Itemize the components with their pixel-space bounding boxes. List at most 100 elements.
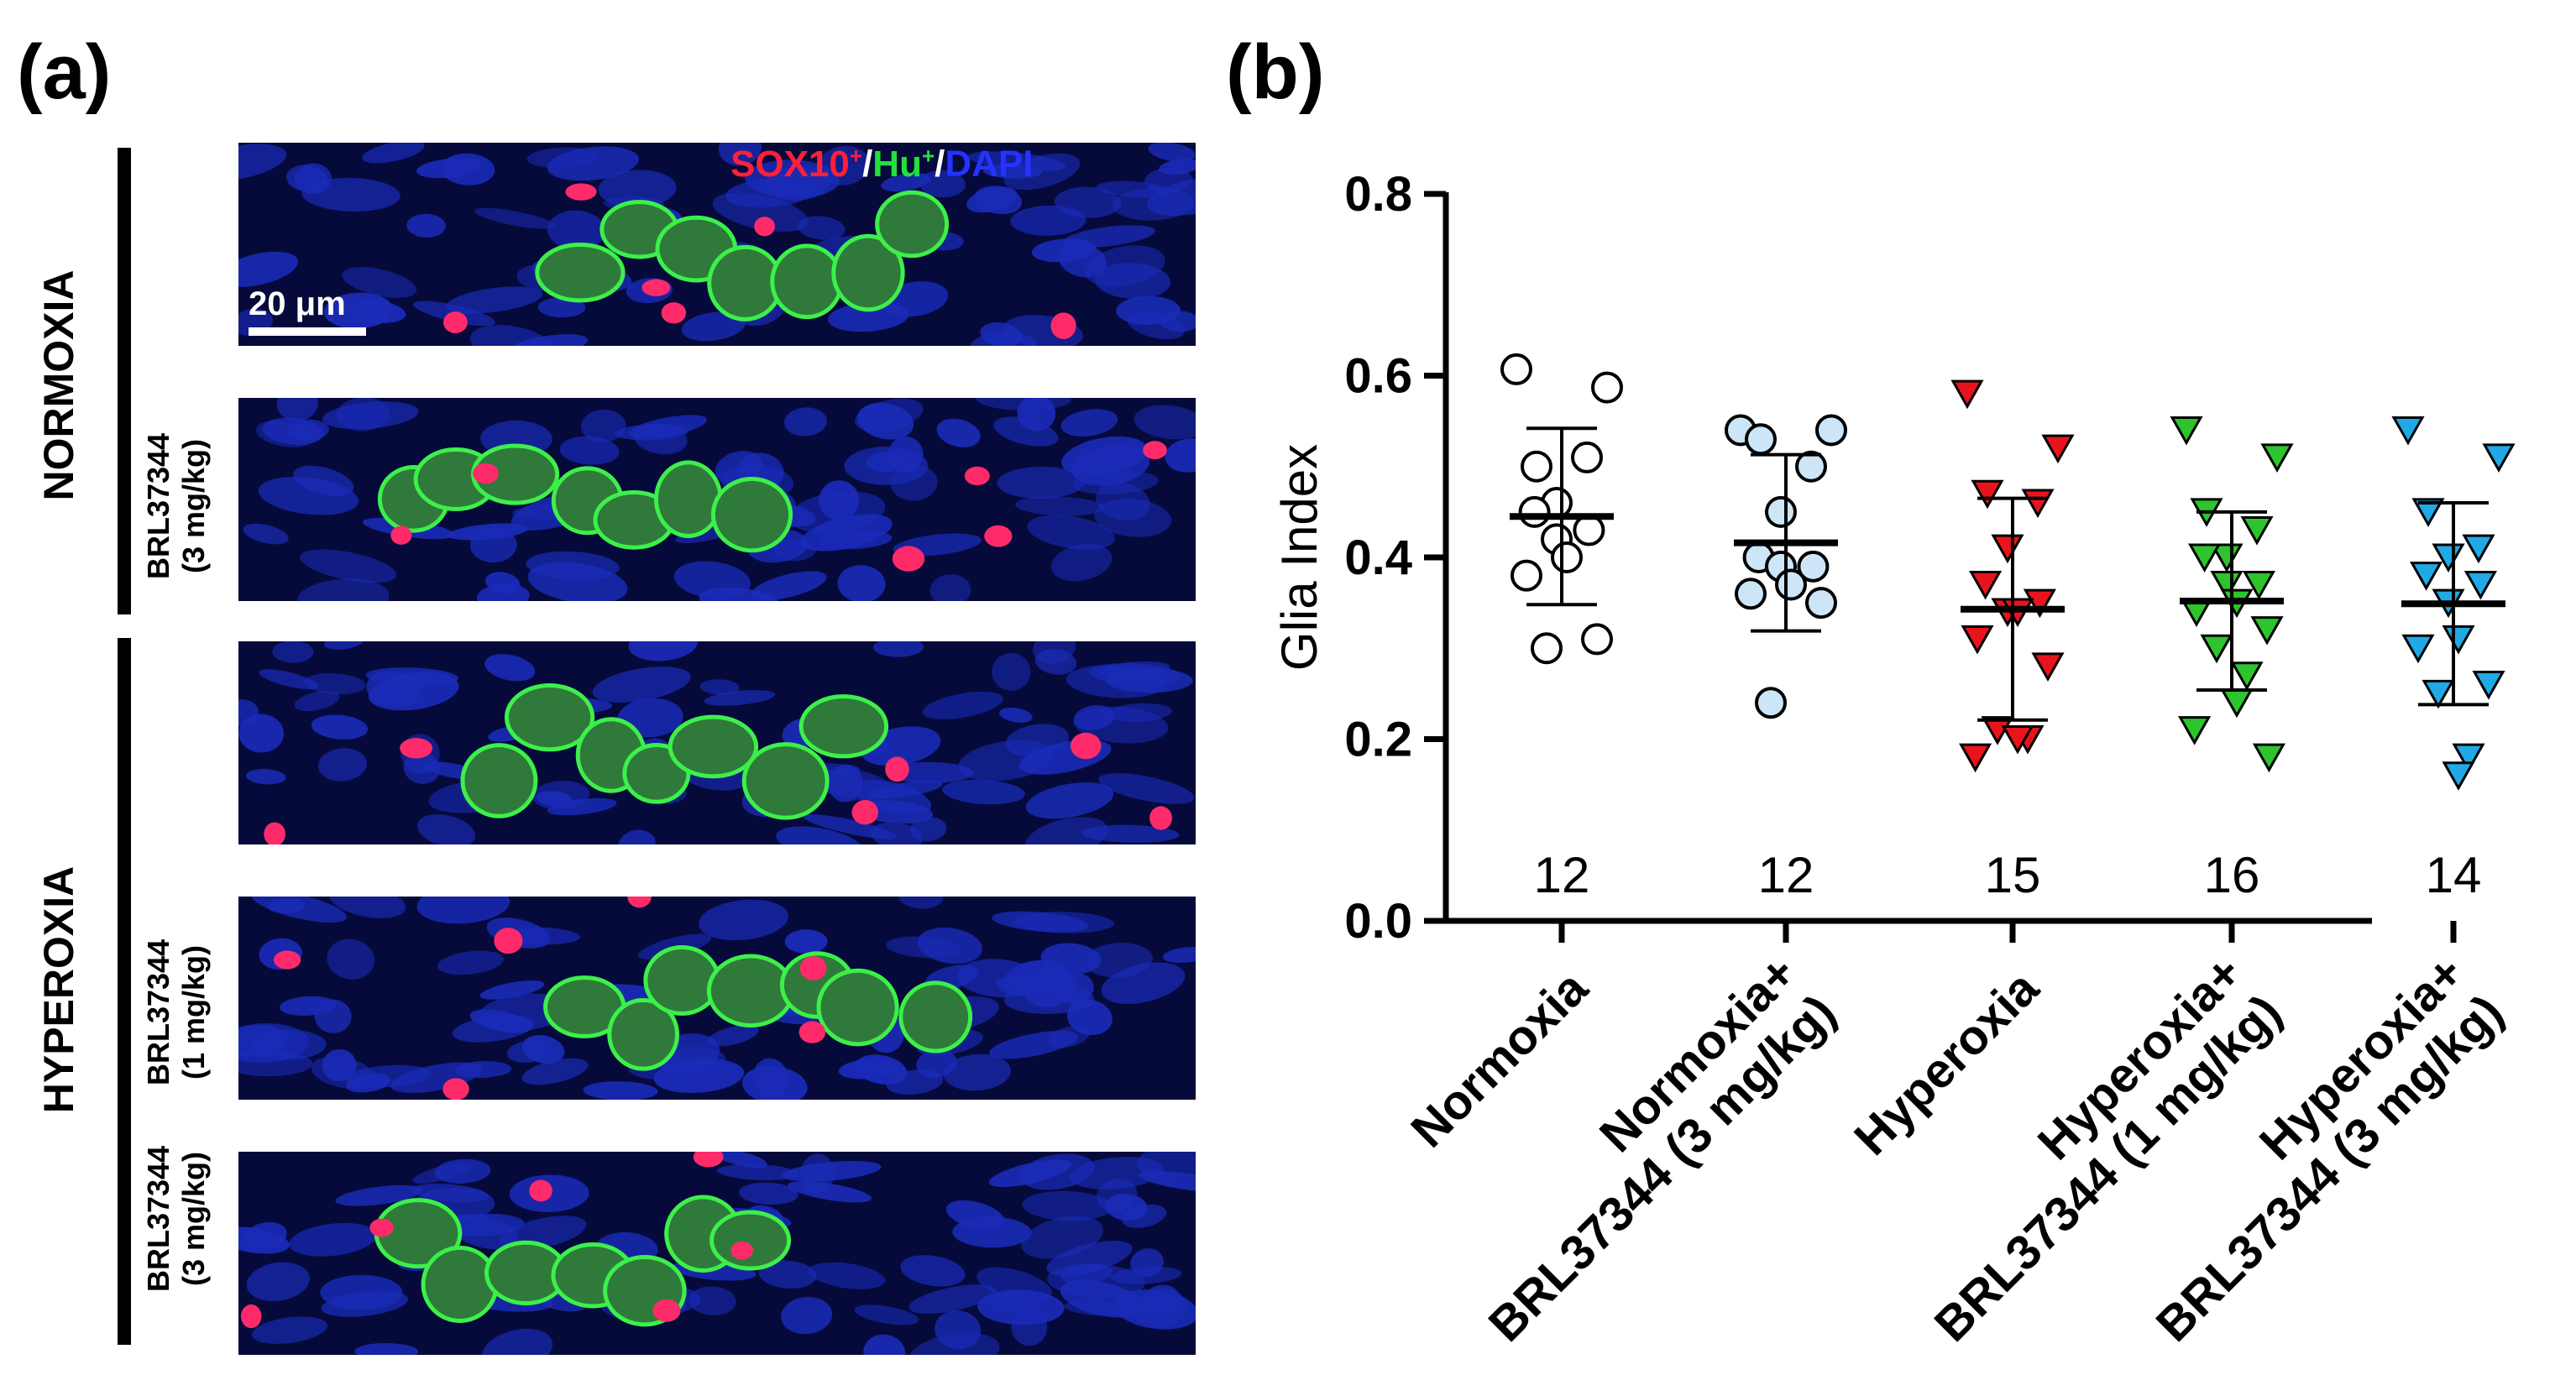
nucleus [1111,1266,1182,1284]
y-tick-label: 0.0 [1344,894,1412,949]
row-label-hyperoxia-brl-1: BRL37344 (1 mg/kg) [141,912,212,1113]
data-point [1971,479,2004,510]
nucleus [527,562,628,601]
nucleus [1113,1289,1196,1330]
nucleus [739,1182,798,1205]
hu-neuron [668,714,759,779]
y-tick-label: 0.4 [1344,531,1412,585]
sox10-cell [1050,312,1076,339]
sox10-cell [799,956,827,980]
nucleus [327,939,375,980]
nucleus [945,1200,1005,1231]
nucleus [304,672,366,695]
nucleus [314,999,352,1033]
data-point [2250,616,2284,646]
nucleus [765,166,830,201]
nucleus [992,652,1031,691]
data-point [1573,514,1605,546]
row-label-dose: (3 mg/kg) [176,1152,211,1287]
nucleus [783,407,828,437]
nucleus [615,424,689,441]
data-point [1765,495,1797,528]
data-point [1745,423,1777,456]
nucleus [1064,1300,1130,1316]
data-point [2482,443,2516,473]
sox10-cell [274,950,301,970]
nucleus [246,1262,310,1302]
data-point [1531,632,1563,665]
micrograph-hyperoxia-brl-1 [238,897,1196,1100]
data-point [2210,543,2244,573]
nucleus [251,1316,327,1344]
nucleus [854,1305,919,1325]
nucleus [469,1009,532,1033]
nucleus [908,1284,997,1314]
nucleus [1063,225,1155,248]
data-point [2442,761,2475,791]
sox10-cell [964,466,990,486]
nucleus [317,748,368,782]
nucleus [988,1159,1072,1188]
nucleus [412,1163,472,1184]
sox10-cell [442,1078,469,1100]
nucleus [289,1222,377,1257]
nucleus [837,565,886,601]
nucleus [1072,470,1159,495]
data-point [1815,414,1847,447]
y-tick-label: 0.2 [1344,713,1412,767]
nucleus [957,959,1039,998]
row-label-hyperoxia-brl-3: BRL37344 (3 mg/kg) [141,1118,212,1320]
data-point [2442,625,2475,655]
nucleus [416,158,482,179]
sox10-cell [1149,806,1172,830]
hu-neuron [706,954,795,1028]
normoxia-group-bar [118,148,131,614]
sox10-cell [641,279,671,296]
data-point [2260,443,2294,473]
data-point [1961,625,1994,655]
sox10-cell [885,756,909,782]
x-category-label-line: Hyperoxia [1844,960,2050,1166]
nucleus [919,170,966,198]
data-point [2401,634,2435,664]
sox10-cell [443,311,468,333]
data-point [2188,543,2222,573]
data-point [2178,716,2212,745]
nucleus [784,929,828,954]
nucleus [1112,187,1195,221]
hu-neuron [709,1210,792,1271]
nucleus [1025,782,1114,819]
data-point [2240,516,2274,546]
hu-neuron [816,968,899,1047]
sox10-cell [661,302,687,324]
data-point [2021,489,2055,519]
data-point [2031,652,2065,682]
nucleus [886,1069,944,1095]
micrograph-hyperoxia [238,641,1196,844]
nucleus [521,1034,565,1064]
data-point [1991,534,2024,564]
n-count-label: 14 [2426,847,2482,903]
sox10-cell [264,822,285,844]
data-point [2001,725,2034,755]
nucleus [272,641,314,663]
nucleus [1096,1179,1138,1212]
data-point [2252,743,2285,773]
data-point [2391,416,2425,446]
nucleus [406,213,446,238]
micrograph-normoxia [238,143,1196,346]
micrograph-hyperoxia-brl-3 [238,1152,1196,1355]
micrograph-normoxia-brl-3 [238,398,1196,601]
data-point [1551,541,1583,573]
nucleus [592,667,691,703]
nucleus [936,418,981,447]
nucleus [547,210,605,250]
nucleus [484,654,536,682]
row-label-normoxia-brl: BRL37344 (3 mg/kg) [141,405,212,607]
nucleus [673,561,751,599]
nucleus [342,267,417,298]
nucleus [863,1334,906,1355]
hu-neuron [710,476,793,553]
row-label-dose: (1 mg/kg) [176,945,211,1080]
hu-neuron [643,944,721,1016]
